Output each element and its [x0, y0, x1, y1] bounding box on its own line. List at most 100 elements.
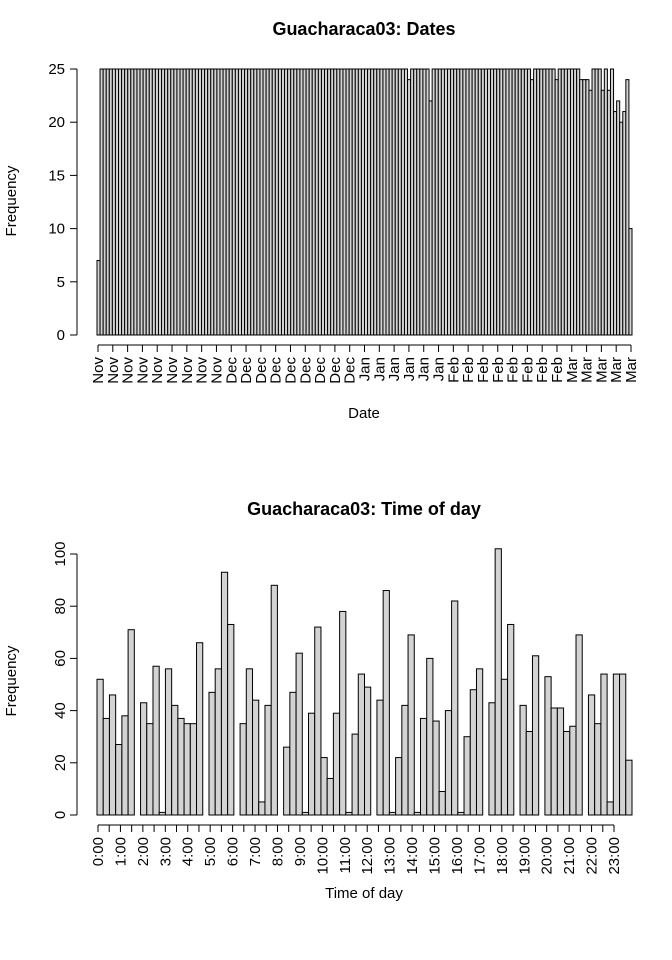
- p2-x-tick-label: 11:00: [337, 837, 354, 873]
- p2-bar: [152, 665, 160, 816]
- p1-x-tick-label: Feb: [445, 357, 462, 383]
- p2-bar: [189, 723, 198, 816]
- p2-bar: [164, 668, 173, 816]
- p2-bar: [494, 548, 502, 816]
- p2-bar: [295, 652, 303, 816]
- p2-x-tick-label: 4:00: [180, 837, 197, 866]
- p1-x-tick-label: Feb: [460, 357, 477, 383]
- p2-bar: [463, 736, 471, 816]
- time-bars: [96, 548, 633, 816]
- p2-y-tick-label: 20: [52, 754, 69, 771]
- p2-bar: [600, 673, 608, 816]
- p1-x-tick-label: Jan: [416, 357, 433, 381]
- p2-bar: [419, 717, 428, 816]
- p1-x-tick-label: Nov: [179, 357, 196, 384]
- p2-bar: [264, 704, 272, 816]
- p2-x-tick-label: 21:00: [561, 837, 578, 875]
- p1-x-tick-label: Mar: [564, 357, 581, 383]
- p2-x-tick-label: 14:00: [404, 837, 421, 875]
- p2-x-tick-label: 23:00: [606, 837, 623, 875]
- p2-bar: [575, 634, 583, 816]
- p2-bar: [339, 610, 347, 816]
- p2-y-tick-label: 0: [52, 811, 69, 819]
- p1-x-tick-label: Nov: [134, 357, 151, 384]
- p2-bar: [245, 668, 254, 816]
- p2-bar: [488, 702, 496, 816]
- p1-y-tick-label: 10: [48, 221, 65, 238]
- time-x-axis-label: Time of day: [325, 885, 403, 902]
- p2-bar: [475, 668, 484, 816]
- p2-bar: [625, 759, 633, 816]
- p1-x-tick-label: Feb: [475, 357, 492, 383]
- p1-x-tick-label: Nov: [105, 357, 122, 384]
- p1-x-tick-label: Feb: [549, 357, 566, 383]
- p2-bar: [507, 623, 515, 816]
- p1-x-tick-label: Dec: [342, 357, 359, 384]
- p2-x-tick-label: 0:00: [90, 837, 107, 866]
- p2-x-tick-label: 13:00: [382, 837, 399, 875]
- p1-x-tick-label: Feb: [534, 357, 551, 383]
- p1-x-tick-label: Jan: [386, 357, 403, 381]
- p1-x-tick-label: Dec: [327, 357, 344, 384]
- p2-bar: [127, 629, 135, 816]
- p1-x-tick-label: Dec: [223, 357, 240, 384]
- p2-bar: [550, 707, 558, 816]
- p2-bar: [314, 626, 322, 816]
- p1-x-tick-label: Mar: [593, 357, 610, 383]
- p1-x-tick-label: Feb: [505, 357, 522, 383]
- p2-bar: [220, 571, 229, 816]
- p2-bar: [332, 712, 341, 816]
- p2-x-tick-label: 6:00: [225, 837, 242, 866]
- p2-bar: [606, 801, 614, 816]
- p2-bar: [544, 676, 552, 816]
- p2-bar: [308, 712, 316, 816]
- p2-x-tick-label: 18:00: [494, 837, 511, 875]
- p1-x-tick-label: Mar: [608, 357, 625, 383]
- p2-bar: [214, 668, 222, 816]
- p2-x-tick-label: 2:00: [135, 837, 152, 866]
- p2-bar: [401, 704, 409, 816]
- p2-y-tick-label: 100: [52, 541, 69, 566]
- p1-bar: [625, 79, 630, 336]
- p2-bar: [326, 777, 334, 816]
- time-chart-title: Guacharaca03: Time of day: [247, 499, 481, 519]
- dates-chart-title: Guacharaca03: Dates: [272, 19, 455, 39]
- p2-bar: [525, 730, 533, 816]
- p1-x-tick-label: Nov: [208, 357, 225, 384]
- p2-bar: [140, 702, 148, 816]
- p2-bar: [108, 694, 117, 816]
- p2-bar: [270, 584, 278, 816]
- p2-bar: [239, 723, 247, 816]
- p2-y-tick-label: 40: [52, 702, 69, 719]
- p1-y-tick-label: 0: [57, 327, 65, 344]
- p2-bar: [158, 811, 166, 816]
- p2-bar: [382, 590, 390, 816]
- p2-x-tick-label: 17:00: [471, 837, 488, 875]
- p1-x-tick-label: Mar: [623, 357, 640, 383]
- p2-bar: [345, 811, 353, 816]
- dates-bars: [96, 68, 633, 336]
- p2-bar: [407, 634, 415, 816]
- p2-bar: [594, 723, 602, 816]
- p1-y-tick-label: 20: [48, 114, 65, 131]
- p1-x-tick-label: Nov: [194, 357, 211, 384]
- p2-bar: [612, 673, 621, 816]
- p2-bar: [531, 655, 540, 816]
- time-x-axis: 0:00 1:00 2:00 3:00 4:00 5:00 6:00 7:00 8:00 9:00…: [90, 824, 623, 875]
- p2-bar: [171, 704, 179, 816]
- p2-x-tick-label: 5:00: [202, 837, 219, 866]
- p1-x-tick-label: Jan: [371, 357, 388, 381]
- p1-x-tick-label: Jan: [401, 357, 418, 381]
- p2-bar: [146, 723, 154, 816]
- p1-x-tick-label: Dec: [268, 357, 285, 384]
- p2-bar: [376, 699, 384, 816]
- p2-x-tick-label: 9:00: [292, 837, 309, 866]
- p2-bar: [196, 642, 204, 816]
- p1-y-tick-label: 15: [48, 167, 65, 184]
- p2-bar: [320, 757, 328, 816]
- p2-y-tick-label: 80: [52, 598, 69, 615]
- p2-bar: [451, 600, 459, 816]
- time-of-day-histogram: Guacharaca03: Time of day Time of day Fr…: [3, 499, 633, 902]
- p2-bar: [469, 689, 477, 816]
